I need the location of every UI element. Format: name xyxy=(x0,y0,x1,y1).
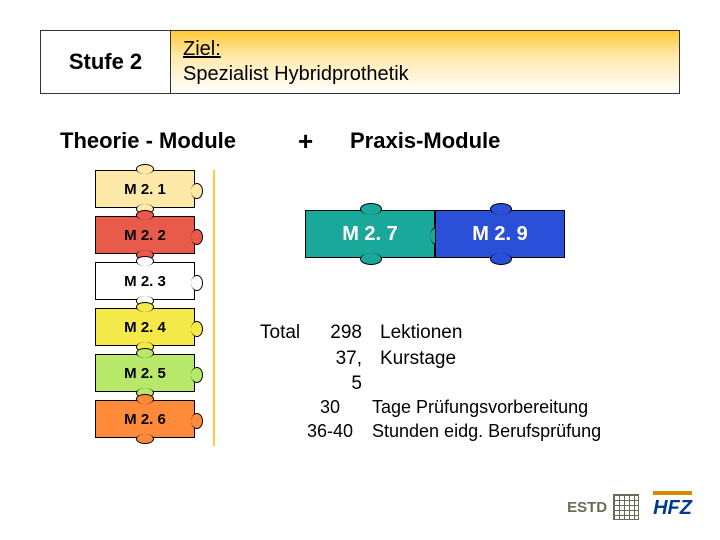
lessons-num: 298 xyxy=(320,320,380,346)
theory-module: M 2. 4 xyxy=(95,308,195,346)
ziel-text: Spezialist Hybridprothetik xyxy=(183,63,409,85)
ziel-block: Ziel: Spezialist Hybridprothetik xyxy=(171,31,679,93)
days-label: Kurstage xyxy=(380,346,456,397)
hours-num: 36-40 xyxy=(300,419,372,443)
estd-text: ESTD xyxy=(567,499,607,516)
exam-block: 30 Tage Prüfungsvorbereitung 36-40 Stund… xyxy=(300,395,601,444)
hours-label: Stunden eidg. Berufsprüfung xyxy=(372,419,601,443)
praxis-title: Praxis-Module xyxy=(350,128,500,154)
total-label: Total xyxy=(260,320,320,346)
logos: ESTD HFZ xyxy=(567,491,692,520)
days-num: 37, 5 xyxy=(320,346,380,397)
theory-module: M 2. 6 xyxy=(95,400,195,438)
praxis-row: M 2. 7M 2. 9 xyxy=(305,210,565,258)
plus-sign: + xyxy=(298,126,313,157)
theory-module: M 2. 1 xyxy=(95,170,195,208)
theory-module: M 2. 5 xyxy=(95,354,195,392)
theory-title: Theorie - Module xyxy=(60,128,236,154)
prep-label: Tage Prüfungsvorbereitung xyxy=(372,395,588,419)
hfz-logo: HFZ xyxy=(653,491,692,520)
theory-column: M 2. 1 M 2. 2 M 2. 3 M 2. 4 M 2. 5 M 2. 6 xyxy=(95,170,215,446)
totals-block: Total 298 Lektionen 37, 5 Kurstage xyxy=(260,320,462,397)
estd-logo: ESTD xyxy=(567,494,639,520)
prep-num: 30 xyxy=(300,395,372,419)
lessons-label: Lektionen xyxy=(380,320,462,346)
stufe-label: Stufe 2 xyxy=(41,31,171,93)
header-band: Stufe 2 Ziel: Spezialist Hybridprothetik xyxy=(40,30,680,94)
estd-grid-icon xyxy=(613,494,639,520)
praxis-module: M 2. 9 xyxy=(435,210,565,258)
theory-module: M 2. 2 xyxy=(95,216,195,254)
praxis-module: M 2. 7 xyxy=(305,210,435,258)
ziel-label: Ziel: xyxy=(183,38,221,60)
theory-module: M 2. 3 xyxy=(95,262,195,300)
